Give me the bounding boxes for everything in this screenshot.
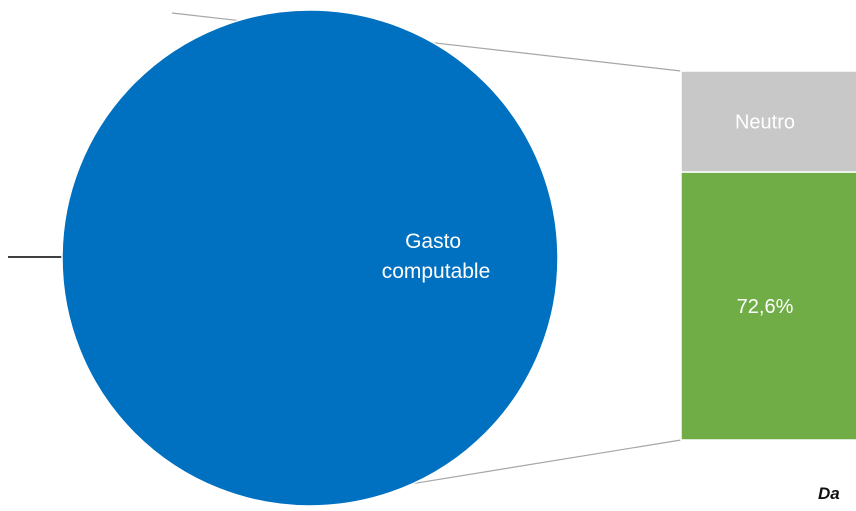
- breakdown-bar: Neutro 72,6%: [680, 70, 856, 441]
- pie-slice-label: Gasto computable: [382, 230, 491, 283]
- pie-slice-gasto-computable: [61, 9, 559, 507]
- pie-slice-label-line-1: Gasto: [405, 230, 461, 253]
- bar-segment-2: [680, 171, 856, 441]
- source-note: Da: [818, 484, 840, 503]
- bar-segment-label-1: Neutro: [735, 112, 795, 134]
- bar-segment-label-2: 72,6%: [737, 296, 794, 318]
- pie-slice-label-line-2: computable: [382, 260, 491, 283]
